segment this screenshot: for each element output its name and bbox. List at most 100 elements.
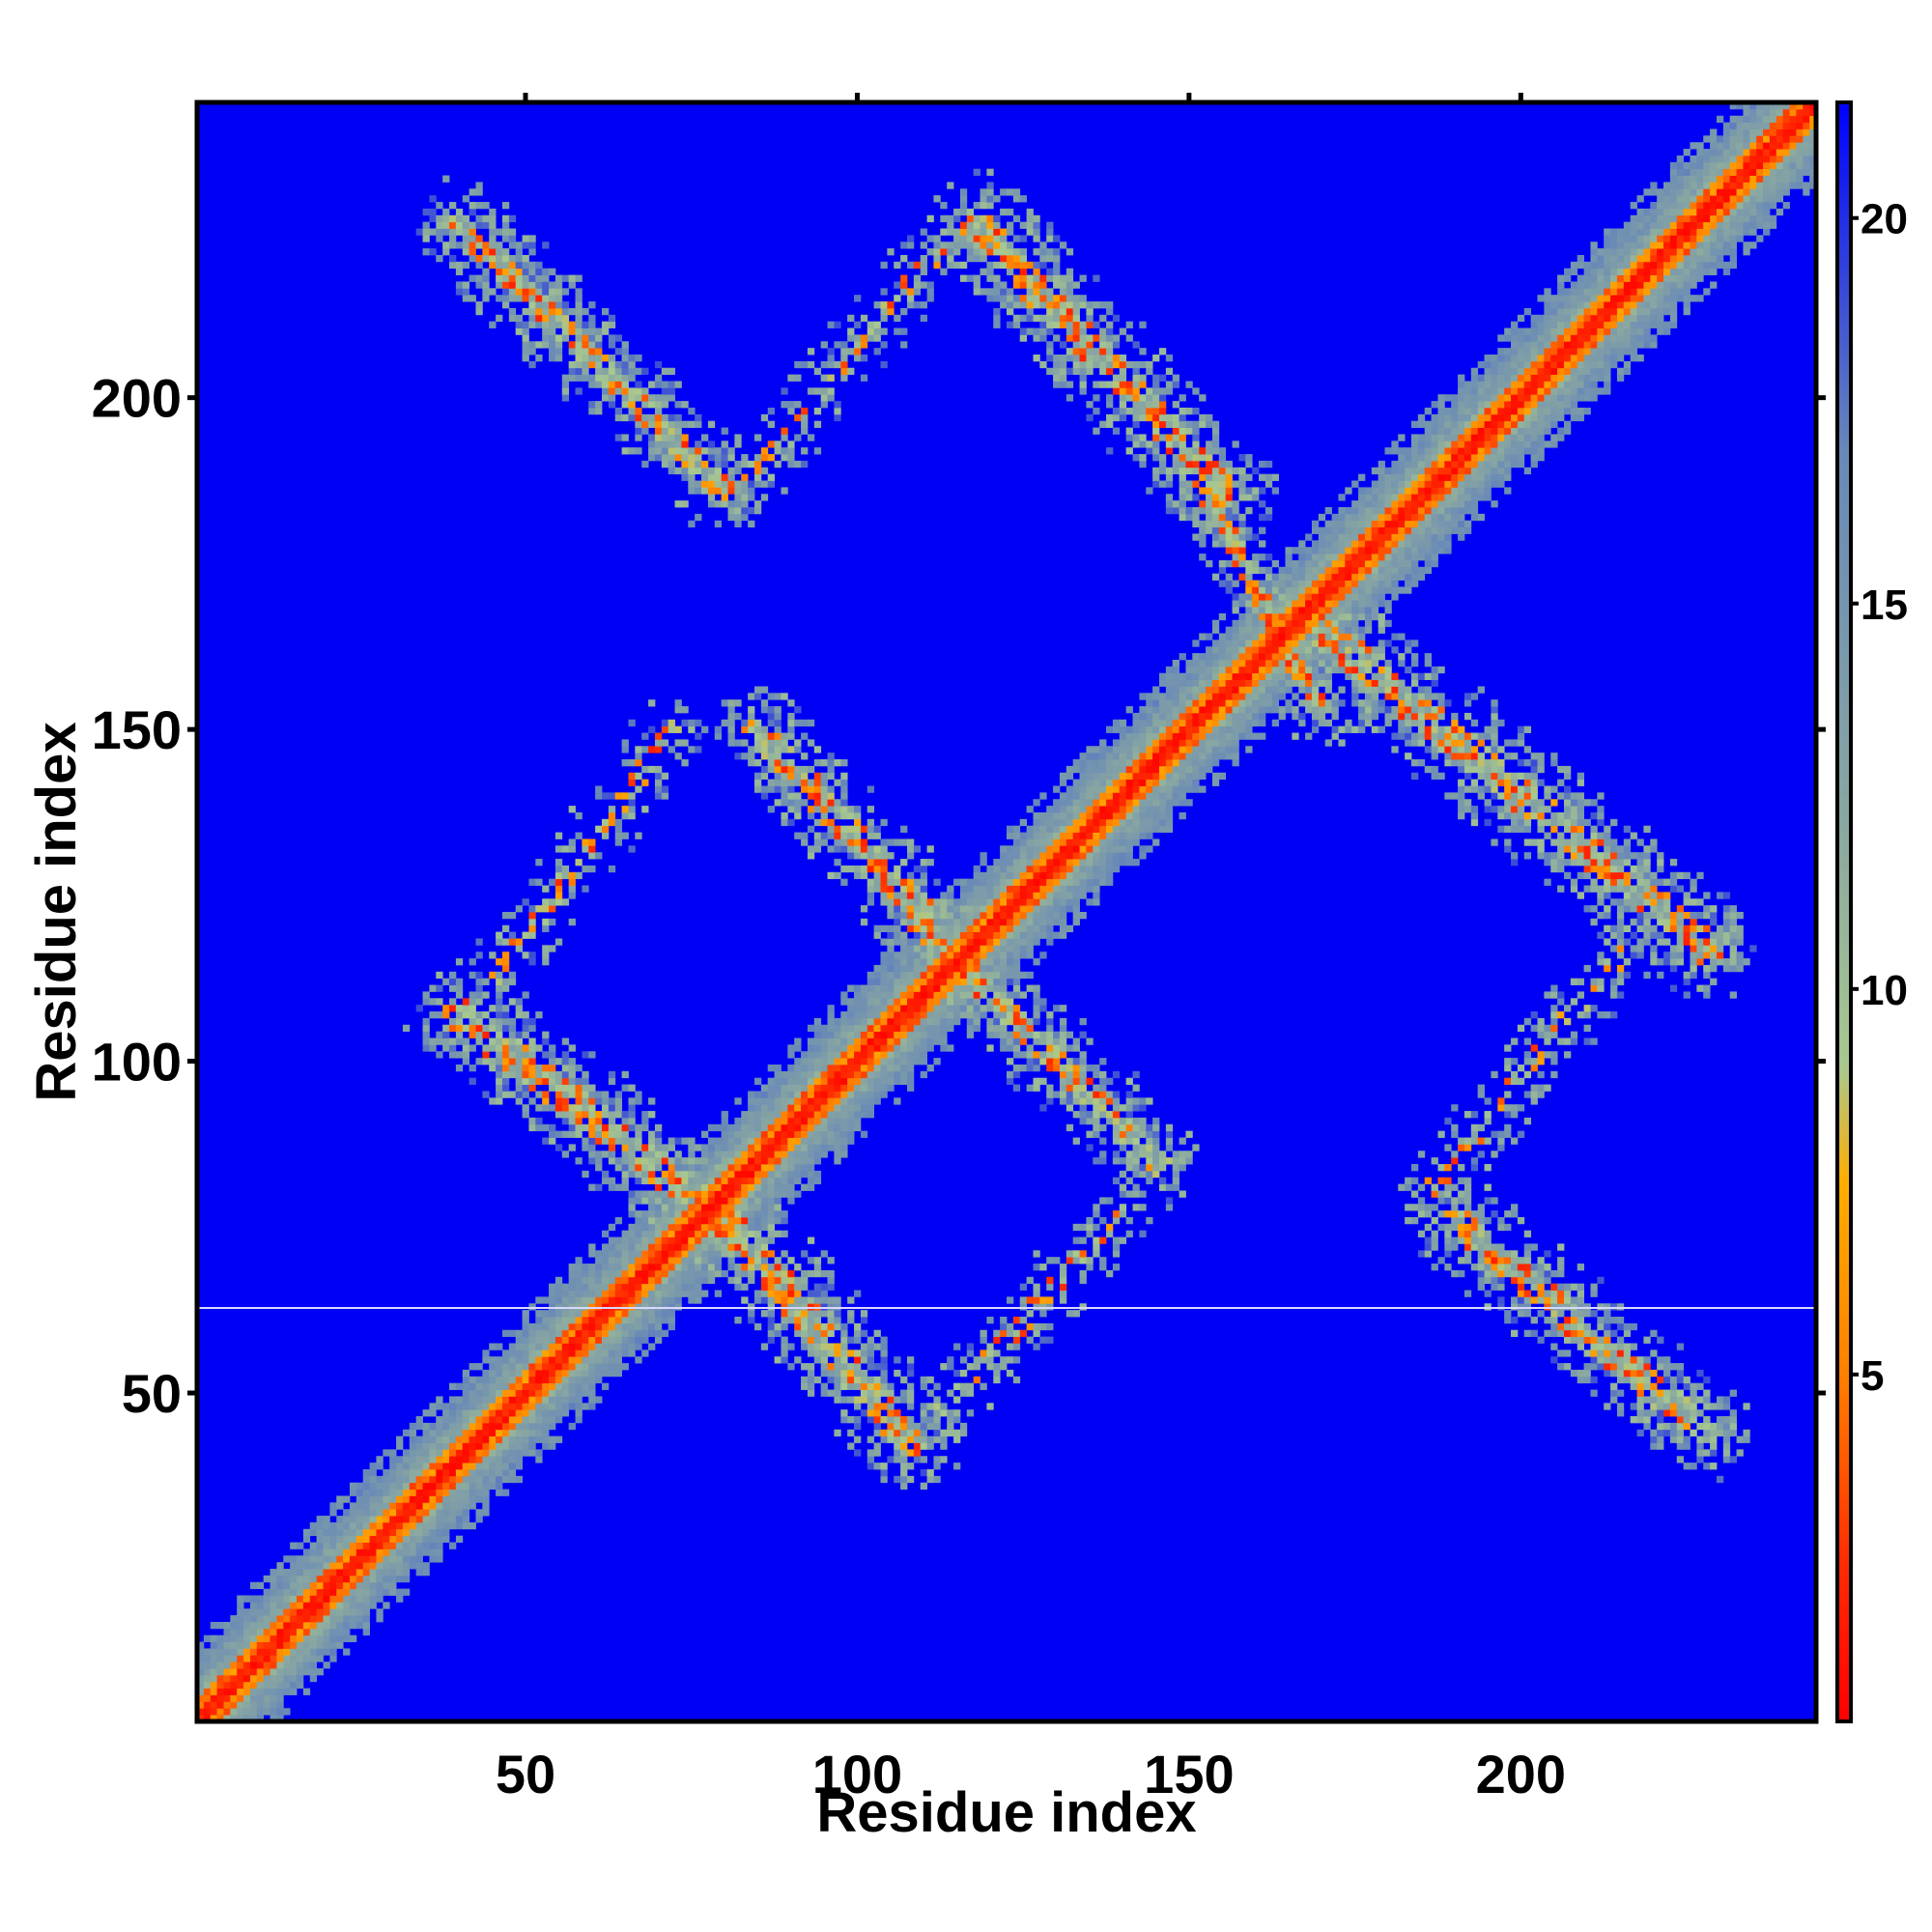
heatmap-cell bbox=[847, 1031, 855, 1038]
heatmap-cell bbox=[237, 1715, 244, 1722]
heatmap-cell bbox=[489, 1435, 497, 1443]
heatmap-cell bbox=[522, 1024, 529, 1033]
heatmap-cell bbox=[794, 1144, 802, 1151]
heatmap-cell bbox=[827, 792, 835, 800]
heatmap-cell bbox=[422, 1562, 430, 1570]
heatmap-cell bbox=[508, 938, 517, 946]
heatmap-cell bbox=[528, 242, 536, 249]
heatmap-cell bbox=[661, 1170, 669, 1179]
heatmap-cell bbox=[661, 725, 669, 733]
heatmap-cell bbox=[528, 348, 536, 355]
heatmap-cell bbox=[774, 1170, 781, 1179]
heatmap-cell bbox=[834, 1117, 841, 1125]
heatmap-cell bbox=[980, 991, 987, 999]
heatmap-cell bbox=[734, 1144, 742, 1151]
heatmap-cell bbox=[813, 1117, 822, 1125]
heatmap-cell bbox=[515, 1343, 523, 1350]
heatmap-cell bbox=[847, 1363, 855, 1371]
heatmap-cell bbox=[873, 1442, 881, 1450]
heatmap-cell bbox=[383, 1468, 390, 1477]
heatmap-cell bbox=[621, 1177, 629, 1185]
heatmap-cell bbox=[588, 1137, 596, 1145]
heatmap-cell bbox=[867, 991, 875, 999]
heatmap-cell bbox=[753, 1144, 762, 1151]
heatmap-cell bbox=[628, 367, 636, 376]
heatmap-cell bbox=[727, 706, 735, 714]
heatmap-cell bbox=[528, 307, 536, 316]
heatmap-cell bbox=[641, 1336, 649, 1344]
heatmap-cell bbox=[329, 1542, 337, 1549]
heatmap-cell bbox=[561, 845, 570, 853]
heatmap-cell bbox=[953, 235, 961, 242]
heatmap-cell bbox=[1007, 1322, 1014, 1331]
heatmap-cell bbox=[343, 1628, 351, 1636]
heatmap-cell bbox=[1007, 945, 1014, 952]
heatmap-cell bbox=[854, 825, 862, 833]
heatmap-cell bbox=[887, 905, 895, 913]
heatmap-cell bbox=[323, 1648, 330, 1656]
heatmap-cell bbox=[900, 945, 908, 952]
heatmap-cell bbox=[535, 1363, 543, 1371]
heatmap-cell bbox=[1012, 912, 1021, 920]
heatmap-cell bbox=[661, 1230, 669, 1237]
heatmap-cell bbox=[475, 202, 483, 210]
heatmap-cell bbox=[462, 1037, 470, 1045]
heatmap-cell bbox=[270, 1602, 277, 1609]
heatmap-cell bbox=[721, 699, 728, 707]
heatmap-cell bbox=[721, 460, 728, 469]
heatmap-cell bbox=[582, 348, 589, 355]
heatmap-cell bbox=[741, 480, 749, 488]
heatmap-cell bbox=[489, 1449, 497, 1457]
heatmap-cell bbox=[575, 1264, 582, 1271]
heatmap-cell bbox=[753, 500, 762, 508]
heatmap-cell bbox=[475, 1058, 483, 1065]
heatmap-cell bbox=[661, 1317, 669, 1324]
heatmap-cell bbox=[734, 1216, 742, 1225]
heatmap-cell bbox=[270, 1575, 277, 1583]
heatmap-cell bbox=[455, 208, 464, 216]
heatmap-cell bbox=[402, 1463, 411, 1470]
heatmap-cell bbox=[867, 1382, 875, 1390]
heatmap-cell bbox=[760, 1290, 769, 1297]
heatmap-cell bbox=[847, 1130, 855, 1138]
heatmap-cell bbox=[442, 175, 450, 183]
heatmap-cell bbox=[355, 1509, 364, 1517]
heatmap-cell bbox=[727, 1223, 735, 1232]
heatmap-cell bbox=[336, 1516, 344, 1523]
heatmap-cell bbox=[436, 1429, 443, 1437]
heatmap-cell bbox=[906, 871, 915, 880]
heatmap-cell bbox=[535, 355, 543, 362]
heatmap-cell bbox=[781, 811, 788, 820]
heatmap-cell bbox=[482, 295, 490, 302]
heatmap-cell bbox=[695, 1250, 702, 1258]
heatmap-cell bbox=[575, 1111, 582, 1119]
heatmap-cell bbox=[270, 1668, 277, 1676]
heatmap-cell bbox=[422, 1429, 430, 1437]
heatmap-cell bbox=[767, 732, 775, 740]
heatmap-cell bbox=[993, 221, 1001, 229]
heatmap-cell bbox=[767, 1104, 775, 1112]
heatmap-cell bbox=[568, 1084, 576, 1092]
heatmap-cell bbox=[475, 1017, 483, 1026]
heatmap-cell bbox=[920, 1403, 927, 1410]
heatmap-cell bbox=[429, 195, 437, 203]
heatmap-cell bbox=[801, 1091, 809, 1098]
heatmap-cell bbox=[781, 746, 788, 753]
heatmap-cell bbox=[774, 1151, 781, 1158]
heatmap-cell bbox=[436, 1509, 443, 1517]
heatmap-cell bbox=[781, 1164, 788, 1172]
heatmap-cell bbox=[721, 447, 728, 455]
heatmap-cell bbox=[383, 1548, 390, 1556]
heatmap-cell bbox=[369, 1509, 377, 1517]
heatmap-cell bbox=[602, 1329, 610, 1338]
heatmap-cell bbox=[475, 1403, 483, 1410]
heatmap-cell bbox=[741, 1250, 749, 1258]
heatmap-cell bbox=[436, 1442, 443, 1450]
heatmap-cell bbox=[588, 838, 596, 846]
heatmap-cell bbox=[455, 261, 464, 270]
heatmap-cell bbox=[608, 1343, 616, 1350]
heatmap-cell bbox=[614, 360, 623, 369]
heatmap-cell bbox=[1012, 1356, 1021, 1364]
heatmap-cell bbox=[668, 1164, 675, 1172]
heatmap-cell bbox=[621, 1117, 629, 1125]
